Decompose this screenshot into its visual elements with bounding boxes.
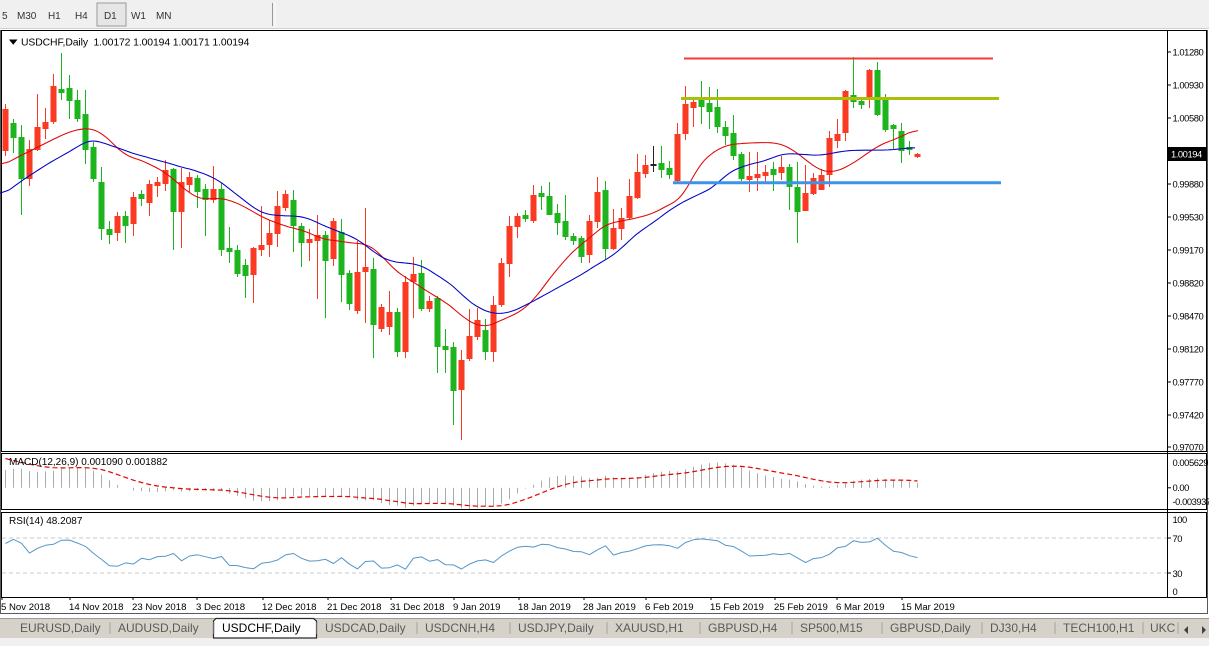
svg-text:USDJPY,Daily: USDJPY,Daily bbox=[518, 621, 594, 635]
svg-text:1.00930: 1.00930 bbox=[1173, 80, 1204, 91]
svg-text:-0.003937: -0.003937 bbox=[1173, 496, 1209, 507]
svg-text:D1: D1 bbox=[104, 11, 117, 22]
svg-text:14 Nov 2018: 14 Nov 2018 bbox=[69, 602, 123, 613]
svg-text:5 Nov 2018: 5 Nov 2018 bbox=[1, 602, 50, 613]
svg-text:70: 70 bbox=[1173, 533, 1183, 544]
svg-text:GBPUSD,H4: GBPUSD,H4 bbox=[708, 621, 778, 635]
svg-text:USDCAD,Daily: USDCAD,Daily bbox=[325, 621, 406, 635]
svg-text:0.99530: 0.99530 bbox=[1173, 212, 1204, 223]
svg-text:3 Dec 2018: 3 Dec 2018 bbox=[196, 602, 245, 613]
svg-text:0.97070: 0.97070 bbox=[1173, 442, 1204, 453]
svg-text:23 Nov 2018: 23 Nov 2018 bbox=[132, 602, 186, 613]
svg-text:0.99170: 0.99170 bbox=[1173, 245, 1204, 256]
svg-text:RSI(14) 48.2087: RSI(14) 48.2087 bbox=[9, 516, 83, 527]
svg-text:18 Jan 2019: 18 Jan 2019 bbox=[518, 602, 571, 613]
svg-text:12 Dec 2018: 12 Dec 2018 bbox=[262, 602, 316, 613]
svg-text:1.00580: 1.00580 bbox=[1173, 113, 1204, 124]
svg-text:MACD(12,26,9) 0.001090 0.00188: MACD(12,26,9) 0.001090 0.001882 bbox=[9, 457, 168, 468]
svg-text:5: 5 bbox=[2, 11, 8, 22]
svg-text:0.00: 0.00 bbox=[1173, 482, 1190, 493]
svg-text:0.99880: 0.99880 bbox=[1173, 179, 1204, 190]
svg-text:SP500,M15: SP500,M15 bbox=[800, 621, 863, 635]
svg-text:TECH100,H1: TECH100,H1 bbox=[1063, 621, 1135, 635]
svg-text:GBPUSD,Daily: GBPUSD,Daily bbox=[890, 621, 971, 635]
svg-text:0.005629: 0.005629 bbox=[1173, 457, 1209, 468]
svg-text:9 Jan 2019: 9 Jan 2019 bbox=[453, 602, 500, 613]
svg-text:0: 0 bbox=[1173, 586, 1178, 597]
svg-text:31 Dec 2018: 31 Dec 2018 bbox=[390, 602, 444, 613]
svg-text:1.01280: 1.01280 bbox=[1173, 47, 1204, 58]
svg-text:30: 30 bbox=[1173, 568, 1183, 579]
svg-text:USDCHF,Daily: USDCHF,Daily bbox=[222, 621, 301, 635]
svg-text:H1: H1 bbox=[48, 11, 61, 22]
svg-text:H4: H4 bbox=[75, 11, 88, 22]
svg-text:0.97420: 0.97420 bbox=[1173, 410, 1204, 421]
svg-text:0.98470: 0.98470 bbox=[1173, 311, 1204, 322]
svg-text:DJ30,H4: DJ30,H4 bbox=[990, 621, 1037, 635]
svg-text:0.98120: 0.98120 bbox=[1173, 344, 1204, 355]
svg-text:EURUSD,Daily: EURUSD,Daily bbox=[20, 621, 101, 635]
svg-text:MN: MN bbox=[156, 11, 171, 22]
svg-text:21 Dec 2018: 21 Dec 2018 bbox=[327, 602, 381, 613]
svg-text:UKC: UKC bbox=[1150, 621, 1176, 635]
svg-text:1.00194: 1.00194 bbox=[1171, 149, 1202, 160]
svg-text:XAUUSD,H1: XAUUSD,H1 bbox=[615, 621, 684, 635]
svg-text:0.98820: 0.98820 bbox=[1173, 278, 1204, 289]
svg-text:15 Mar 2019: 15 Mar 2019 bbox=[901, 602, 955, 613]
svg-text:0.97770: 0.97770 bbox=[1173, 377, 1204, 388]
svg-text:M30: M30 bbox=[17, 11, 37, 22]
svg-text:6 Mar 2019: 6 Mar 2019 bbox=[836, 602, 885, 613]
svg-text:100: 100 bbox=[1173, 514, 1188, 525]
svg-text:USDCHF,Daily 1.00172 1.00194: USDCHF,Daily 1.00172 1.00194 1.00171 1.0… bbox=[21, 38, 250, 49]
svg-text:AUDUSD,Daily: AUDUSD,Daily bbox=[118, 621, 199, 635]
svg-text:6 Feb 2019: 6 Feb 2019 bbox=[645, 602, 694, 613]
svg-text:28 Jan 2019: 28 Jan 2019 bbox=[583, 602, 636, 613]
svg-text:W1: W1 bbox=[131, 11, 146, 22]
svg-text:USDCNH,H4: USDCNH,H4 bbox=[425, 621, 495, 635]
svg-text:25 Feb 2019: 25 Feb 2019 bbox=[774, 602, 828, 613]
svg-text:15 Feb 2019: 15 Feb 2019 bbox=[710, 602, 764, 613]
